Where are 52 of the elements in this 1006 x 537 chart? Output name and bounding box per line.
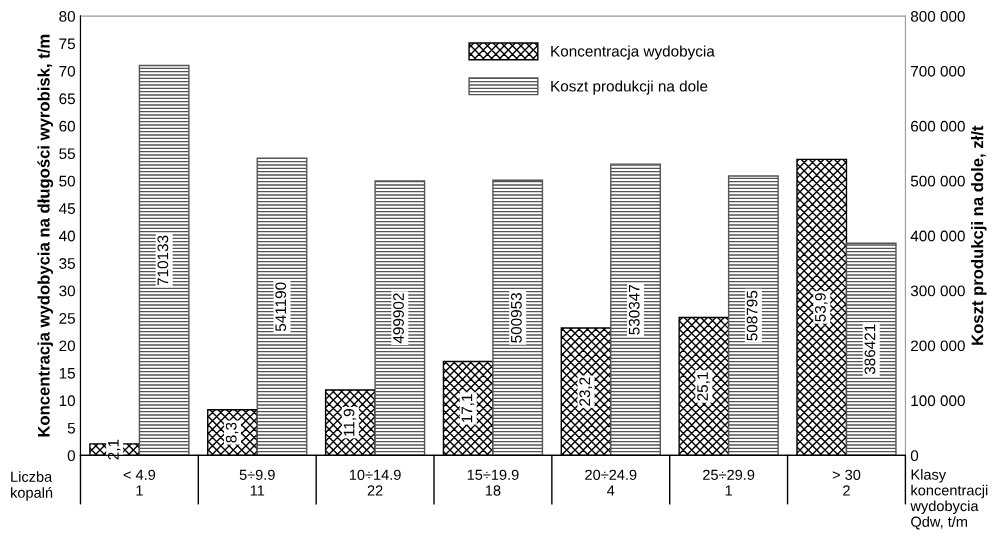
- data-label: 541190: [275, 282, 287, 332]
- y2-tick-label: 400 000: [910, 230, 965, 242]
- y2-tick-label: 600 000: [911, 120, 965, 132]
- y2-axis-title: Koszt produkcji na dole, zł/t: [971, 125, 987, 345]
- y-tick-label: 15: [59, 368, 75, 379]
- text: Klasy koncentracji wydobycia Qdw, t/m: [910, 469, 988, 530]
- legend-label: Koncentracja wydobycia: [551, 45, 715, 60]
- y-tick-label: 35: [59, 258, 75, 269]
- y-tick-label: 25: [59, 312, 75, 324]
- data-label: 11,9: [343, 409, 357, 436]
- y-axis-title: Koncentracja wydobycia na długości wyrobisk, t/m: [37, 34, 54, 437]
- data-label: 53,9: [815, 293, 828, 322]
- y2-tick-label: 0: [910, 450, 919, 462]
- x-tick-label: < 4.9 1: [123, 469, 156, 496]
- y2-tick-label: 300 000: [910, 285, 965, 297]
- x-tick-label: 5÷9.9 11: [239, 469, 275, 496]
- y-tick-label: 40: [58, 230, 76, 242]
- x-tick-label: 25÷29.9 1: [703, 469, 755, 496]
- y-tick-label: 65: [59, 93, 75, 105]
- y-tick-label: 75: [59, 38, 75, 50]
- y2-tick-label: 500 000: [910, 175, 965, 187]
- data-label: 500953: [510, 293, 522, 343]
- data-label: 25,1: [697, 372, 710, 401]
- x-tick-label: > 30 2: [832, 469, 861, 496]
- y-tick-label: 5: [67, 422, 75, 434]
- data-label: 508795: [746, 290, 758, 341]
- data-label: 17,1: [461, 394, 475, 423]
- y-tick-label: 70: [59, 65, 76, 77]
- x-tick-label: 20÷24.9 4: [585, 469, 637, 496]
- data-label: 23,2: [579, 377, 592, 406]
- data-label: 530347: [628, 285, 640, 335]
- y2-tick-label: 700 000: [911, 65, 965, 77]
- y-tick-label: 0: [67, 450, 76, 462]
- x-tick-label: 15÷19.9 18: [467, 469, 519, 496]
- y-tick-label: 50: [59, 175, 76, 187]
- y-tick-label: 20: [59, 340, 76, 352]
- y-tick-label: 45: [58, 203, 75, 214]
- data-label: 710133: [157, 235, 169, 286]
- y2-tick-label: 100 000: [911, 395, 965, 407]
- y-tick-label: 55: [59, 148, 75, 160]
- y-tick-label: 30: [59, 285, 76, 297]
- x-tick-label: 10÷14.9 22: [349, 469, 401, 496]
- text: Liczba kopalń: [11, 471, 53, 501]
- y-tick-label: 60: [59, 120, 76, 132]
- y2-tick-label: 800 000: [910, 10, 965, 22]
- data-label: 499902: [393, 293, 404, 344]
- y2-tick-label: 200 000: [911, 340, 965, 352]
- y-tick-label: 10: [59, 395, 76, 407]
- y-tick-label: 80: [59, 10, 76, 22]
- legend-label: Koszt produkcji na dole: [551, 80, 708, 95]
- data-label: 386421: [864, 324, 876, 375]
- data-label: 8,3: [225, 422, 239, 443]
